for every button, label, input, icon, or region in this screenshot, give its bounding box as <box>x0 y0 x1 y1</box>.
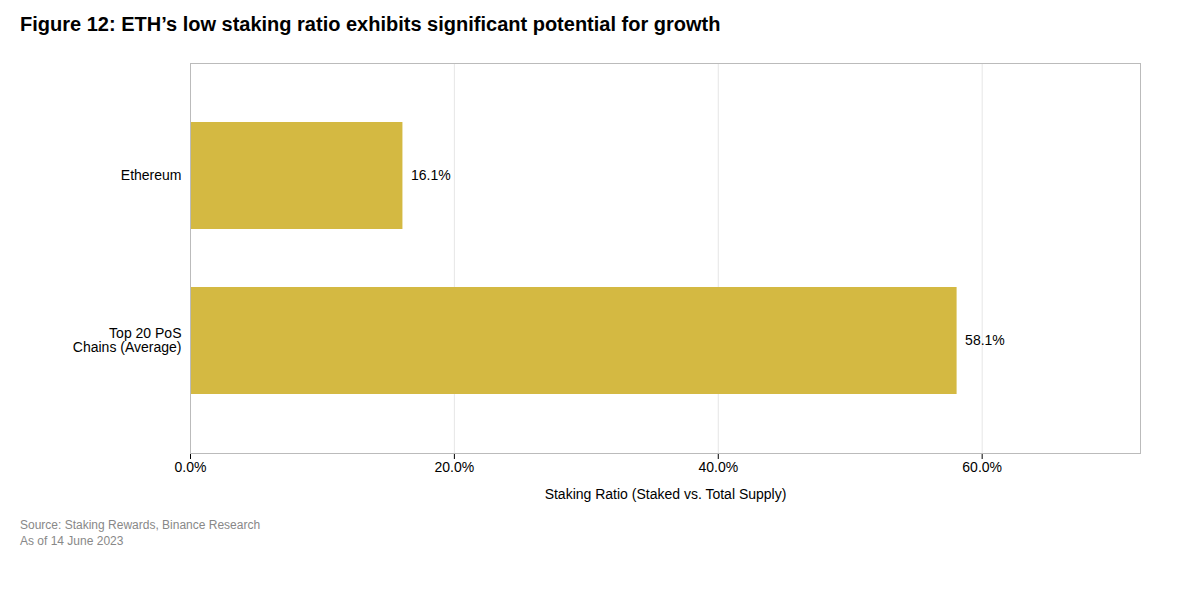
svg-text:16.1%: 16.1% <box>411 167 451 183</box>
svg-text:60.0%: 60.0% <box>962 459 1002 475</box>
svg-text:40.0%: 40.0% <box>698 459 738 475</box>
html-text:Figure 12: ETH’s low staking r: Figure 12: ETH’s low staking ratio exhib… <box>20 13 721 35</box>
svg-text:20.0%: 20.0% <box>435 459 475 475</box>
svg-text:Ethereum: Ethereum <box>121 167 182 183</box>
svg-text:Top 20 PoSChains (Average): Top 20 PoSChains (Average) <box>73 325 182 355</box>
html-text:Source: Staking Rewards, Binan: Source: Staking Rewards, Binance Researc… <box>20 518 261 549</box>
svg-text:0.0%: 0.0% <box>175 459 207 475</box>
svg-text:58.1%: 58.1% <box>965 332 1005 348</box>
svg-text:Staking Ratio (Staked vs. Tota: Staking Ratio (Staked vs. Total Supply) <box>545 486 787 502</box>
